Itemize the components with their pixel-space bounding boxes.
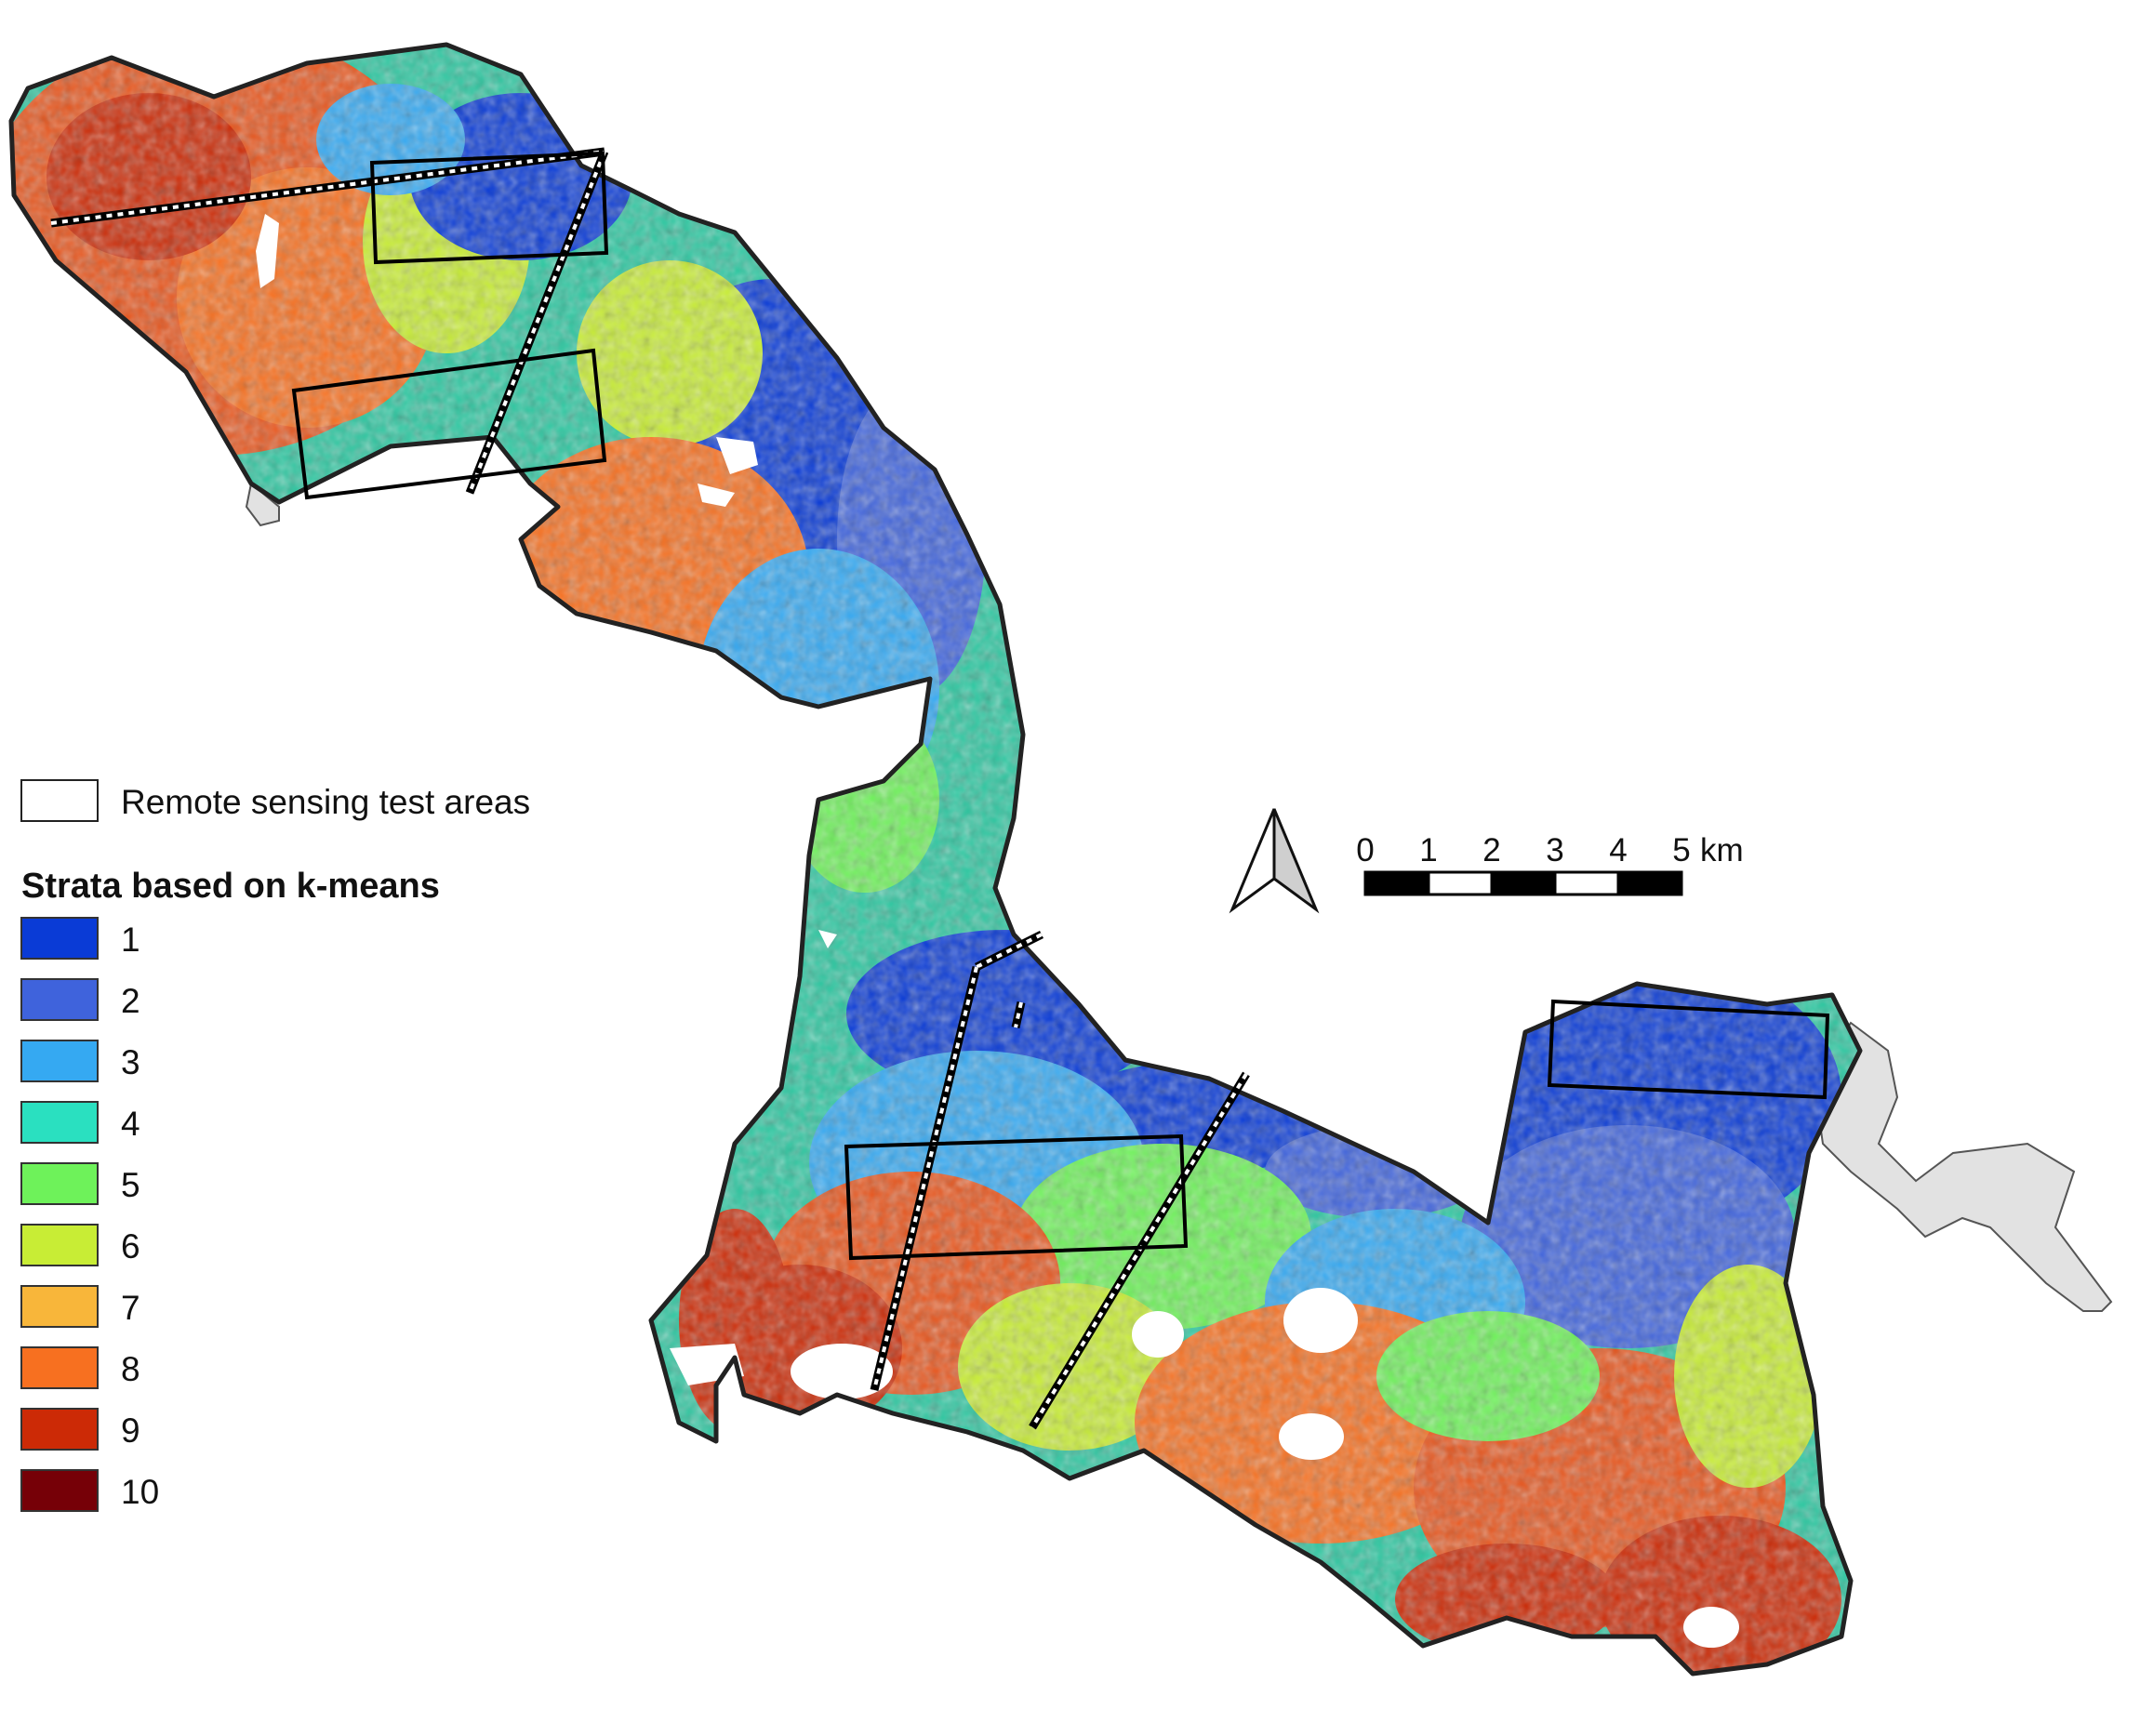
scale-bar-unit: km	[1700, 832, 1744, 868]
test-area-rectangles	[291, 151, 1830, 1261]
scale-bar-segments	[1363, 870, 1683, 896]
strata-legend-label: 6	[121, 1227, 140, 1266]
strata-legend-item: 4	[20, 1101, 140, 1144]
strata-legend-item: 7	[20, 1285, 140, 1328]
strata-legend-label: 5	[121, 1166, 140, 1204]
strata-legend-swatch	[20, 1408, 99, 1451]
transect-line	[50, 147, 605, 228]
transect-line	[1011, 1001, 1026, 1028]
strata-legend-swatch	[20, 1162, 99, 1205]
legend: Remote sensing test areas Strata based o…	[20, 779, 530, 1512]
scale-bar-ticks: 0 1 2 3 4 5	[1356, 832, 1690, 868]
scale-bar-segment	[1553, 870, 1620, 896]
scale-bar-segment	[1427, 870, 1494, 896]
scale-bar-segment	[1490, 870, 1557, 896]
strata-legend-label: 9	[121, 1411, 140, 1450]
transect-line	[974, 930, 1044, 972]
outside-area-west	[245, 482, 280, 527]
test-area-legend-swatch	[20, 779, 99, 822]
test-area-2	[291, 348, 607, 500]
strata-legend-title: Strata based on k-means	[21, 867, 440, 906]
strata-legend-swatch	[20, 917, 99, 960]
strata-legend-swatch	[20, 1346, 99, 1389]
transect-line	[1029, 1071, 1250, 1430]
scale-bar-tick-label: 4	[1609, 832, 1627, 868]
strata-legend-label: 8	[121, 1350, 140, 1388]
strata-legend-label: 10	[121, 1473, 159, 1511]
scale-bar-tick-label: 5	[1672, 832, 1690, 868]
outside-area-east	[1812, 1021, 2113, 1312]
strata-legend-item: 10	[20, 1469, 159, 1512]
scale-bar-tick-label: 0	[1356, 832, 1374, 868]
test-area-1	[369, 151, 609, 265]
scale-bar-tick-label: 2	[1482, 832, 1500, 868]
study-region-outline	[8, 42, 1863, 1676]
strata-legend-item: 5	[20, 1162, 140, 1205]
transect-line	[465, 150, 609, 495]
test-area-4	[1547, 999, 1830, 1100]
scale-bar-tick-label: 3	[1546, 832, 1563, 868]
strata-legend-swatch	[20, 1469, 99, 1512]
scale-bar-tick-label: 1	[1419, 832, 1437, 868]
strata-legend-swatch	[20, 978, 99, 1021]
test-area-legend-label: Remote sensing test areas	[121, 783, 530, 821]
strata-legend-swatch	[20, 1040, 99, 1082]
strata-legend-item: 6	[20, 1224, 140, 1266]
strata-legend-swatch	[20, 1101, 99, 1144]
strata-legend-item: 8	[20, 1346, 140, 1389]
strata-legend-item: 3	[20, 1040, 140, 1082]
strata-legend-item: 1	[20, 917, 140, 960]
scale-bar-segment	[1616, 870, 1683, 896]
strata-legend-item: 2	[20, 978, 140, 1021]
north-arrow-icon	[1229, 808, 1320, 914]
strata-legend-label: 4	[121, 1105, 140, 1143]
strata-legend-swatch	[20, 1224, 99, 1266]
scale-bar-segment	[1363, 870, 1430, 896]
transect-line	[870, 965, 981, 1392]
strata-legend-label: 2	[121, 982, 140, 1020]
scale-bar: 0 1 2 3 4 5 km	[1356, 832, 1744, 896]
strata-legend-swatch	[20, 1285, 99, 1328]
test-area-3	[844, 1133, 1189, 1261]
strata-legend-label: 7	[121, 1289, 140, 1327]
strata-legend-items: 1 2 3 4 5 6 7 8 9 10	[20, 917, 159, 1512]
transect-lines	[50, 147, 1250, 1430]
strata-legend-label: 1	[121, 921, 140, 959]
strata-legend-item: 9	[20, 1408, 140, 1451]
strata-legend-label: 3	[121, 1043, 140, 1081]
